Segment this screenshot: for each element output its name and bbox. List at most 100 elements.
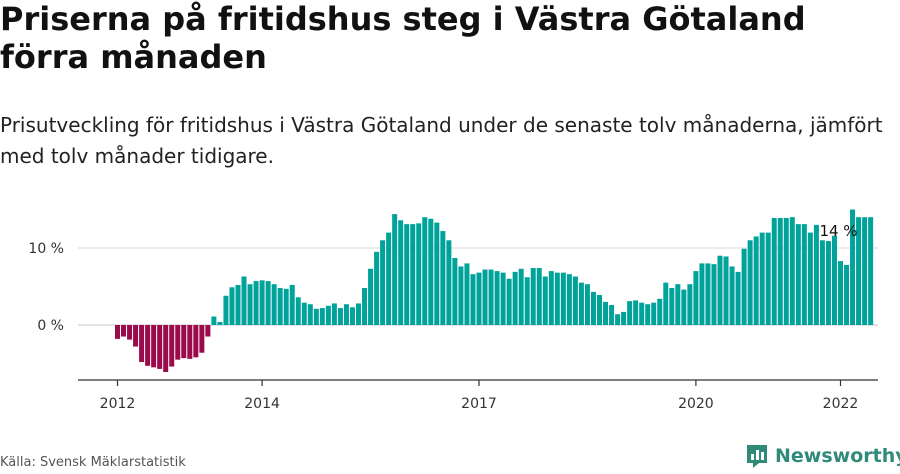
x-tick-label: 2020 [678,396,714,412]
brand-name: Newsworthy [775,445,900,467]
bar [729,266,735,325]
brand-logo[interactable]: Newsworthy [745,441,900,471]
bar [187,325,193,359]
y-tick-label: 0 % [37,318,64,334]
bar [404,224,410,325]
bar [801,224,807,325]
bar [705,263,711,325]
bar [548,271,554,325]
bar [343,304,349,325]
y-tick-label: 10 % [28,241,64,257]
bar [488,269,494,325]
bar [789,217,795,325]
bar [536,268,542,325]
bar [627,301,633,325]
bar [175,325,181,360]
bar [584,284,590,325]
bar [133,325,139,347]
source-note: Källa: Svensk Mäklarstatistik [0,455,186,470]
bar [307,304,313,325]
chart-subtitle: Prisutveckling för fritidshus i Västra G… [0,113,883,168]
bar [566,274,572,325]
x-tick-label: 2017 [461,396,497,412]
bar [440,231,446,325]
bar [645,304,651,325]
bar [337,308,343,325]
bar [301,302,307,325]
bar [446,240,452,325]
bar [856,217,862,325]
bar [151,325,157,368]
bar [590,291,596,325]
bar [747,240,753,325]
bar [181,325,187,359]
bar [115,325,120,339]
bar [838,261,843,325]
bar [609,304,615,325]
bar [380,240,386,325]
bar [319,308,325,325]
bar [464,263,470,325]
bar [494,271,500,325]
bar [639,302,645,325]
bar [554,272,560,325]
bar [844,264,850,325]
bar [193,325,199,358]
bar [223,295,229,325]
bar [368,268,374,325]
bar [669,288,675,325]
bar [271,284,277,325]
bar [795,224,801,325]
bar [283,288,289,325]
bar [139,325,145,362]
bar [259,280,265,325]
newsworthy-logo-icon [747,445,767,468]
bar [850,209,856,325]
annotations: 14 % [819,222,857,240]
bar [500,272,506,325]
bar [512,271,518,325]
bar [199,325,205,353]
x-tick-label: 2014 [244,396,280,412]
bar [753,236,759,325]
bar [452,258,458,325]
bar [127,325,133,340]
bar [145,325,151,366]
y-axis-labels: 0 % 10 % [28,241,64,334]
chart-title: Priserna på fritidshus steg i Västra Göt… [0,0,806,76]
bar [819,240,825,325]
bar [693,271,699,325]
bar [813,224,819,325]
bar [362,288,368,325]
bar [825,241,831,325]
bar [862,217,868,325]
bar [163,325,169,372]
bar [518,268,524,325]
bar [428,218,434,325]
bar [434,222,440,325]
bar [723,256,729,325]
bar [675,284,681,325]
bar [663,282,669,325]
bar [422,217,428,325]
bar [578,282,584,325]
bar [633,300,639,325]
bar [410,224,416,325]
bar [765,232,771,325]
bar [771,217,777,325]
bar [530,268,536,325]
bar [217,321,223,325]
bars [115,209,874,372]
bar [807,232,813,325]
x-axis-ticks: 2012 2014 2017 2020 2022 [100,380,858,412]
bar [356,303,361,325]
bar [374,251,380,325]
bar-chart: 0 % 10 % 2012 2014 2017 2020 2022 14 % [28,209,878,412]
bar [205,325,211,337]
bar [741,248,747,325]
bar [211,316,217,325]
bar [476,272,482,325]
bar [169,325,175,367]
bar [313,308,319,325]
bar [229,287,235,325]
